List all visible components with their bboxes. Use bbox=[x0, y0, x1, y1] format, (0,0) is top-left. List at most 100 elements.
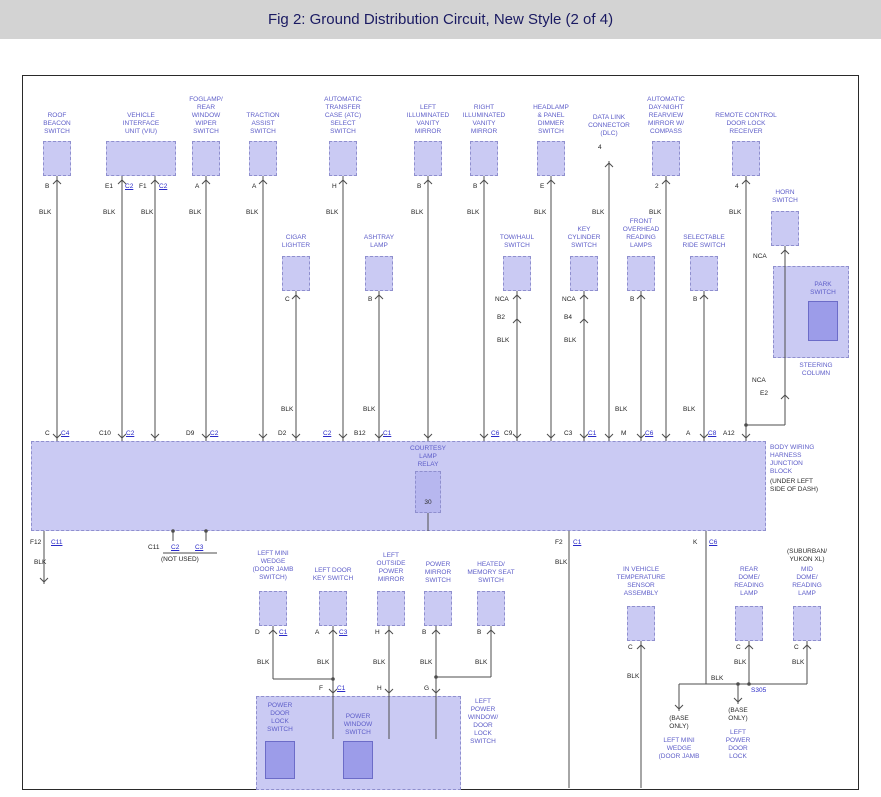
mid-dome-reading-lamp-box bbox=[793, 606, 821, 641]
connector-arrow-up bbox=[741, 179, 751, 185]
connector-ref-link[interactable]: C6 bbox=[645, 430, 654, 437]
wiring-diagram: ROOF BEACON SWITCH VEHICLE INTERFACE UNIT… bbox=[22, 75, 859, 790]
wire-color-label: BLK bbox=[34, 559, 47, 566]
connector-arrow-down bbox=[117, 433, 127, 439]
connector-ref-link[interactable]: C2 bbox=[126, 430, 135, 437]
base-only-mini-wedge-note: (BASE ONLY) bbox=[669, 715, 689, 730]
figure-title: Fig 2: Ground Distribution Circuit, New … bbox=[267, 11, 614, 28]
headlamp-panel-dimmer-switch-label: HEADLAMP & PANEL DIMMER SWITCH bbox=[533, 104, 569, 135]
splice-dot bbox=[434, 675, 438, 679]
wire-color-label: BLK bbox=[103, 209, 116, 216]
cigar-lighter-label: CIGAR LIGHTER bbox=[281, 234, 311, 249]
left-door-key-switch-label: LEFT DOOR KEY SWITCH bbox=[312, 567, 354, 582]
pin-label: B bbox=[422, 629, 427, 636]
pin-label: D2 bbox=[278, 430, 287, 437]
pin-label: H bbox=[332, 183, 337, 190]
horn-switch-label: HORN SWITCH bbox=[772, 189, 798, 204]
connector-arrow-up bbox=[604, 162, 614, 168]
base-only-power-door-lock-label: LEFT POWER DOOR LOCK bbox=[725, 729, 751, 760]
connector-arrow-down bbox=[733, 697, 743, 703]
power-window-switch-box bbox=[343, 741, 373, 779]
connector-ref-link[interactable]: C8 bbox=[708, 430, 717, 437]
connector-ref-link[interactable]: C1 bbox=[588, 430, 597, 437]
connector-arrow-up bbox=[802, 644, 812, 650]
power-mirror-switch-label: POWER MIRROR SWITCH bbox=[424, 561, 452, 584]
connector-arrow-up bbox=[201, 179, 211, 185]
connector-ref-link[interactable]: C1 bbox=[337, 685, 346, 692]
junction-block-label: BODY WIRING HARNESS JUNCTION BLOCK bbox=[770, 444, 815, 475]
pin-label: C10 bbox=[99, 430, 111, 437]
mid-dome-reading-lamp-label: MID DOME/ READING LAMP bbox=[792, 566, 822, 597]
connector-arrow-down bbox=[579, 433, 589, 439]
junction-block-box bbox=[31, 441, 766, 531]
connector-ref-link[interactable]: C3 bbox=[195, 544, 204, 551]
connector-ref-link[interactable]: C11 bbox=[51, 539, 63, 546]
connector-arrow-up bbox=[291, 294, 301, 300]
wire-color-label: BLK bbox=[711, 675, 724, 682]
connector-arrow-up bbox=[328, 629, 338, 635]
steering-column-label: STEERING COLUMN bbox=[799, 362, 833, 377]
connector-ref-link[interactable]: C1 bbox=[279, 629, 288, 636]
connector-arrow-down bbox=[674, 704, 684, 710]
connector-arrow-down bbox=[39, 577, 49, 583]
connector-ref-link[interactable]: C2 bbox=[125, 183, 134, 190]
connector-ref-link[interactable]: C6 bbox=[491, 430, 500, 437]
pin-label: F2 bbox=[555, 539, 563, 546]
connector-arrow-up bbox=[744, 644, 754, 650]
pin-label: A bbox=[686, 430, 691, 437]
connector-ref-link[interactable]: C4 bbox=[61, 430, 70, 437]
connector-arrow-down bbox=[431, 688, 441, 694]
foglamp-rear-window-wiper-switch-box bbox=[192, 141, 220, 176]
headlamp-panel-dimmer-switch-box bbox=[537, 141, 565, 176]
connector-ref-link[interactable]: C3 bbox=[339, 629, 348, 636]
tow-haul-switch-box bbox=[503, 256, 531, 291]
pin-label: C3 bbox=[564, 430, 573, 437]
wire-color-label: BLK bbox=[534, 209, 547, 216]
connector-arrow-up bbox=[512, 318, 522, 324]
connector-ref-link[interactable]: C1 bbox=[383, 430, 392, 437]
pin-label: K bbox=[693, 539, 698, 546]
connector-ref-link[interactable]: C2 bbox=[171, 544, 180, 551]
left-outside-power-mirror-label: LEFT OUTSIDE POWER MIRROR bbox=[376, 552, 406, 583]
pin-label: F1 bbox=[139, 183, 147, 190]
connector-arrow-down bbox=[328, 688, 338, 694]
connector-arrow-down bbox=[636, 433, 646, 439]
wire-color-label: BLK bbox=[317, 659, 330, 666]
ashtray-lamp-label: ASHTRAY LAMP bbox=[363, 234, 395, 249]
power-window-switch-label: POWER WINDOW SWITCH bbox=[343, 713, 373, 736]
pin-label: B bbox=[473, 183, 478, 190]
pin-label: C bbox=[794, 644, 799, 651]
power-door-lock-switch-box bbox=[265, 741, 295, 779]
connector-ref-link[interactable]: C2 bbox=[210, 430, 219, 437]
rear-dome-reading-lamp-label: REAR DOME/ READING LAMP bbox=[734, 566, 764, 597]
pin-label: C9 bbox=[504, 430, 513, 437]
pin-label: B bbox=[417, 183, 422, 190]
connector-arrow-up bbox=[268, 629, 278, 635]
left-outside-power-mirror-box bbox=[377, 591, 405, 626]
in-vehicle-temp-sensor-label: IN VEHICLE TEMPERATURE SENSOR ASSEMBLY bbox=[616, 566, 666, 597]
connector-arrow-up bbox=[374, 294, 384, 300]
wire-color-label: BLK bbox=[649, 209, 662, 216]
foglamp-rear-window-wiper-switch-label: FOGLAMP/ REAR WINDOW WIPER SWITCH bbox=[189, 96, 223, 135]
connector-arrow-down bbox=[604, 433, 614, 439]
pin-label: B4 bbox=[564, 314, 572, 321]
connector-arrow-up bbox=[258, 179, 268, 185]
wire-color-label: BLK bbox=[792, 659, 805, 666]
connector-arrow-down bbox=[374, 433, 384, 439]
connector-ref-link[interactable]: C1 bbox=[573, 539, 582, 546]
wire-color-label: BLK bbox=[141, 209, 154, 216]
left-door-key-switch-box bbox=[319, 591, 347, 626]
connector-ref-link[interactable]: C6 bbox=[709, 539, 718, 546]
rear-dome-reading-lamp-box bbox=[735, 606, 763, 641]
connector-ref-link[interactable]: C2 bbox=[323, 430, 332, 437]
wire-color-label: BLK bbox=[555, 559, 568, 566]
pin-label: B bbox=[630, 296, 635, 303]
data-link-connector-label: DATA LINK CONNECTOR (DLC) bbox=[588, 114, 630, 137]
pin-label: F bbox=[319, 685, 323, 692]
splice-dot bbox=[331, 677, 335, 681]
park-switch-box bbox=[808, 301, 838, 341]
day-night-mirror-box bbox=[652, 141, 680, 176]
connector-ref-link[interactable]: C2 bbox=[159, 183, 168, 190]
connector-arrow-down bbox=[201, 433, 211, 439]
selectable-ride-switch-label: SELECTABLE RIDE SWITCH bbox=[682, 234, 726, 249]
